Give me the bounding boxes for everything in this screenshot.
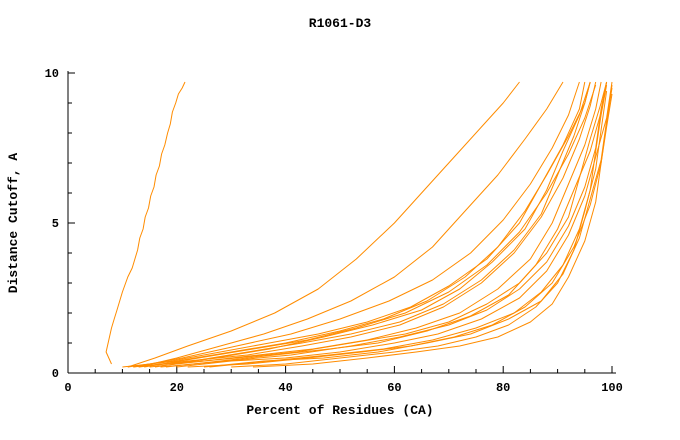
y-tick-label: 10 [45,67,59,81]
series-line [171,81,608,365]
tick-marks [67,72,613,374]
series-line [138,81,591,368]
series-line [154,81,591,368]
series-line [149,81,602,368]
series-line [127,81,586,368]
x-axis-label: Percent of Residues (CA) [246,403,433,418]
x-tick-label: 20 [170,381,184,395]
series-line [122,81,591,368]
x-tick-label: 100 [601,381,623,395]
y-tick-label: 0 [52,367,59,381]
series-line [203,87,613,368]
y-tick-label: 5 [52,217,59,231]
series-line [165,81,608,368]
tick-labels: 0 20 40 60 80 100 0 5 10 [45,67,623,395]
y-axis-label: Distance Cutoff, A [6,153,21,294]
series-line [252,93,613,368]
series-line [105,81,186,365]
series-line [144,84,597,368]
series-line [133,81,580,368]
chart-title: R1061-D3 [309,16,372,31]
series-lines [105,81,613,368]
x-tick-label: 80 [496,381,510,395]
series-line [209,84,608,368]
x-tick-label: 0 [64,381,71,395]
series-line [127,81,520,368]
series-line [138,81,564,368]
series-line [160,81,608,368]
series-line [187,84,613,368]
series-line [176,81,613,368]
series-line [133,81,597,368]
series-line [231,90,608,368]
x-tick-label: 60 [387,381,401,395]
x-tick-label: 40 [278,381,292,395]
axes [67,71,616,374]
